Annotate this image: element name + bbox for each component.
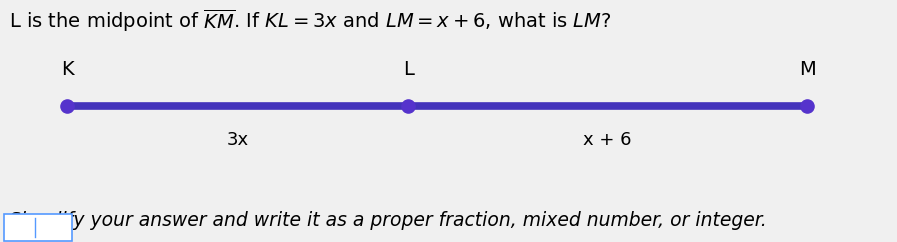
- Text: L is the midpoint of $\overline{KM}$. If $KL = 3x$ and $LM = x + 6$, what is $LM: L is the midpoint of $\overline{KM}$. If…: [9, 7, 612, 34]
- Text: M: M: [799, 60, 815, 79]
- Point: [60, 105, 74, 108]
- Text: 3x: 3x: [227, 131, 248, 149]
- Point: [800, 105, 814, 108]
- Text: K: K: [61, 60, 74, 79]
- Text: x + 6: x + 6: [583, 131, 632, 149]
- Text: L: L: [403, 60, 414, 79]
- Point: [401, 105, 415, 108]
- Text: Simplify your answer and write it as a proper fraction, mixed number, or integer: Simplify your answer and write it as a p…: [9, 211, 767, 230]
- FancyBboxPatch shape: [4, 214, 72, 241]
